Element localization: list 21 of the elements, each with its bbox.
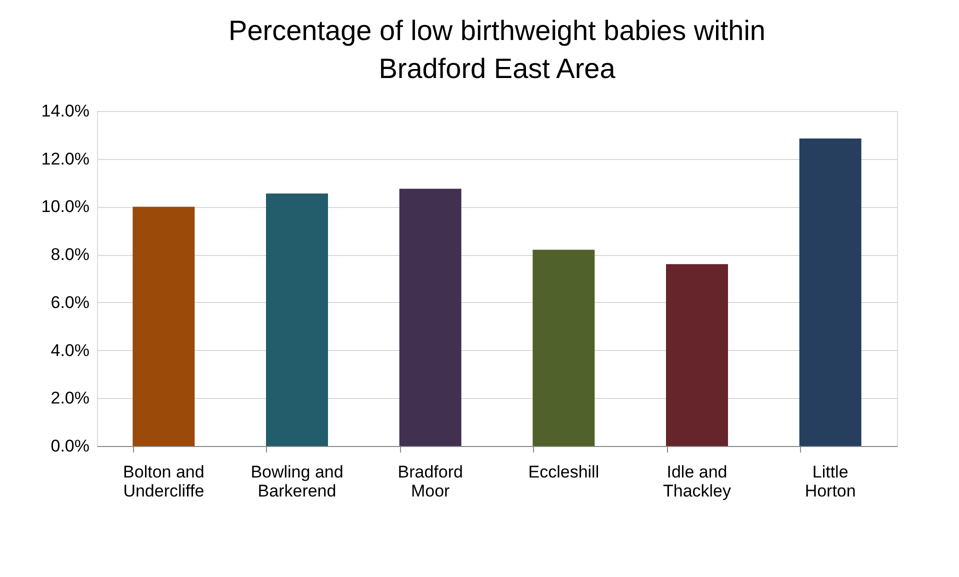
x-tick-label: Idle and Thackley <box>662 462 732 500</box>
bar <box>799 138 862 446</box>
bar <box>666 264 728 446</box>
x-tick-label: Bolton and Undercliffe <box>123 462 204 500</box>
y-tick-label: 4.0% <box>50 340 90 360</box>
bar <box>532 250 595 446</box>
bar <box>399 188 462 446</box>
bar <box>266 194 328 446</box>
chart-title: Percentage of low birthweight babies within Bradford East Area <box>228 15 766 84</box>
x-tick-label: Eccleshill <box>528 462 600 482</box>
y-tick-label: 6.0% <box>50 292 90 312</box>
x-tick-label: Little Horton <box>804 462 856 500</box>
bar <box>132 206 195 446</box>
y-tick-label: 12.0% <box>41 149 90 168</box>
y-tick-label: 8.0% <box>50 245 90 264</box>
y-tick-label: 0.0% <box>50 436 90 456</box>
y-tick-label: 10.0% <box>41 197 90 216</box>
y-tick-label: 14.0% <box>41 102 90 120</box>
y-tick-label: 2.0% <box>50 388 90 408</box>
x-tick-label: Bradford Moor <box>398 462 463 500</box>
x-tick-label: Bowling and Barkerend <box>250 462 344 500</box>
